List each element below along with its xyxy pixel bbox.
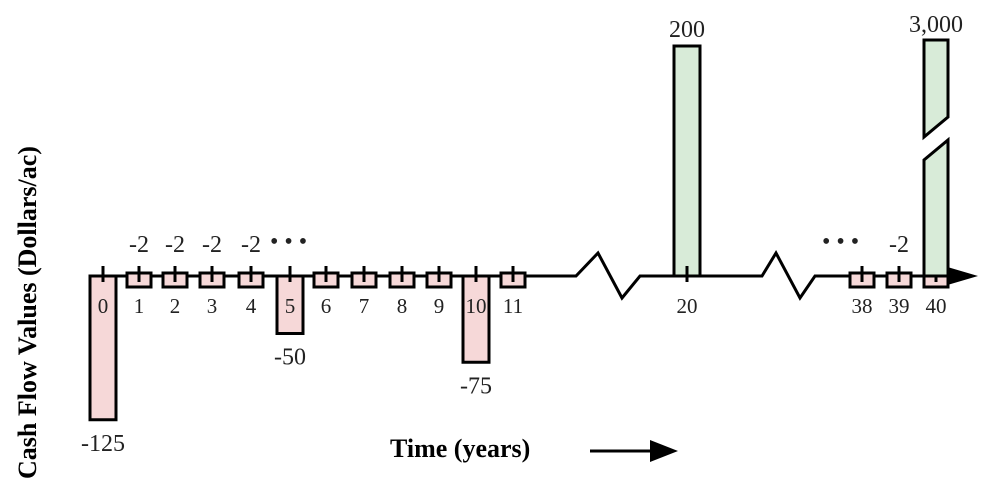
ellipsis-top: • • •	[270, 229, 307, 255]
period-label-5: 5	[285, 294, 296, 318]
value-label-year-2: -2	[165, 232, 185, 258]
value-label-year-1: -2	[129, 232, 149, 258]
period-label-9: 9	[434, 294, 445, 318]
value-label-year-20: 200	[669, 17, 705, 43]
period-label-7: 7	[359, 294, 370, 318]
period-label-3: 3	[207, 294, 218, 318]
period-label-38: 38	[852, 294, 873, 318]
value-label-year-10: -75	[460, 373, 492, 399]
value-label-year-3: -2	[202, 232, 222, 258]
period-label-40: 40	[926, 294, 947, 318]
x-axis-title-arrowhead	[650, 440, 678, 462]
cash-flow-bar-year-40-upper	[922, 136, 950, 278]
ellipsis-late: • • •	[822, 229, 859, 255]
period-label-8: 8	[397, 294, 408, 318]
time-axis-arrowhead	[944, 266, 978, 286]
period-label-0: 0	[98, 294, 109, 318]
period-label-2: 2	[170, 294, 181, 318]
y-axis-label: Cash Flow Values (Dollars/ac)	[13, 146, 42, 479]
period-label-4: 4	[246, 294, 257, 318]
period-label-11: 11	[503, 294, 523, 318]
value-label-year-5: -50	[274, 345, 306, 371]
cash-flow-bar-year-20	[672, 44, 702, 278]
cash-flow-bar-year-5	[275, 274, 305, 335]
cash-flow-bar-year-10	[461, 274, 491, 364]
cash-flow-bar-year-0	[88, 274, 118, 422]
x-axis-label: Time (years)	[390, 434, 530, 463]
cash-flow-bar-year-40-break-top	[922, 38, 950, 141]
period-label-39: 39	[889, 294, 910, 318]
value-label-year-0: -125	[81, 431, 125, 457]
value-label-year-39: -2	[889, 232, 909, 258]
period-label-1: 1	[134, 294, 145, 318]
period-label-6: 6	[321, 294, 332, 318]
value-label-year-40-large: 3,000	[909, 12, 963, 38]
cash-flow-marks: 0 -125 1 -2 2 -2 3 -2 4 -2 5 -50 6 7 8 9 10 -75 11 20 200 38 3…	[81, 12, 963, 457]
period-label-20: 20	[677, 294, 698, 318]
value-label-year-4: -2	[241, 232, 261, 258]
period-label-10: 10	[466, 294, 487, 318]
